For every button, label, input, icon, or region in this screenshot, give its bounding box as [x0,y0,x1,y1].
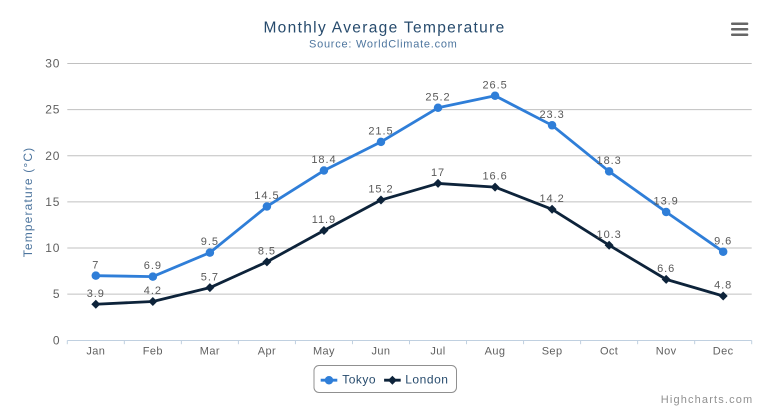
svg-text:May: May [313,346,335,358]
svg-text:Nov: Nov [656,346,677,358]
svg-text:30: 30 [45,57,60,71]
svg-text:20: 20 [45,149,60,163]
svg-text:6.6: 6.6 [657,263,675,275]
svg-text:Jun: Jun [372,346,391,358]
svg-text:14.2: 14.2 [539,193,564,205]
svg-text:Feb: Feb [143,346,163,358]
svg-text:17: 17 [431,167,445,179]
svg-text:6.9: 6.9 [144,260,162,272]
svg-text:3.9: 3.9 [87,288,105,300]
svg-text:London: London [405,373,448,387]
svg-text:Monthly Average Temperature: Monthly Average Temperature [263,19,505,36]
svg-text:4.2: 4.2 [144,285,162,297]
svg-text:9.6: 9.6 [714,235,732,247]
svg-text:16.6: 16.6 [482,171,507,183]
svg-text:18.4: 18.4 [311,154,336,166]
svg-text:Mar: Mar [200,346,220,358]
svg-text:18.3: 18.3 [597,155,622,167]
svg-text:Temperature (°C): Temperature (°C) [21,147,35,258]
svg-text:10: 10 [45,241,60,255]
svg-text:Apr: Apr [258,346,276,358]
svg-text:10.3: 10.3 [597,229,622,241]
svg-text:15.2: 15.2 [368,184,393,196]
svg-text:26.5: 26.5 [482,79,507,91]
svg-text:Dec: Dec [713,346,734,358]
svg-text:14.5: 14.5 [254,190,279,202]
svg-text:5.7: 5.7 [201,271,219,283]
svg-text:11.9: 11.9 [312,214,336,226]
svg-text:Source: WorldClimate.com: Source: WorldClimate.com [309,39,458,51]
svg-text:Sep: Sep [542,346,563,358]
svg-text:8.5: 8.5 [258,245,276,257]
svg-text:4.8: 4.8 [714,280,732,292]
svg-text:7: 7 [92,259,99,271]
svg-text:0: 0 [53,333,61,347]
svg-text:9.5: 9.5 [201,236,219,248]
svg-text:Highcharts.com: Highcharts.com [661,394,754,406]
svg-text:Jul: Jul [430,346,445,358]
svg-text:Aug: Aug [485,346,506,358]
svg-text:5: 5 [53,287,61,301]
svg-text:23.3: 23.3 [539,109,564,121]
svg-text:Tokyo: Tokyo [342,373,376,387]
svg-text:21.5: 21.5 [368,126,393,138]
svg-text:Jan: Jan [86,346,105,358]
svg-text:13.9: 13.9 [654,196,679,208]
svg-text:Oct: Oct [600,346,618,358]
svg-text:15: 15 [45,195,60,209]
svg-text:25: 25 [45,103,60,117]
svg-text:25.2: 25.2 [425,91,450,103]
